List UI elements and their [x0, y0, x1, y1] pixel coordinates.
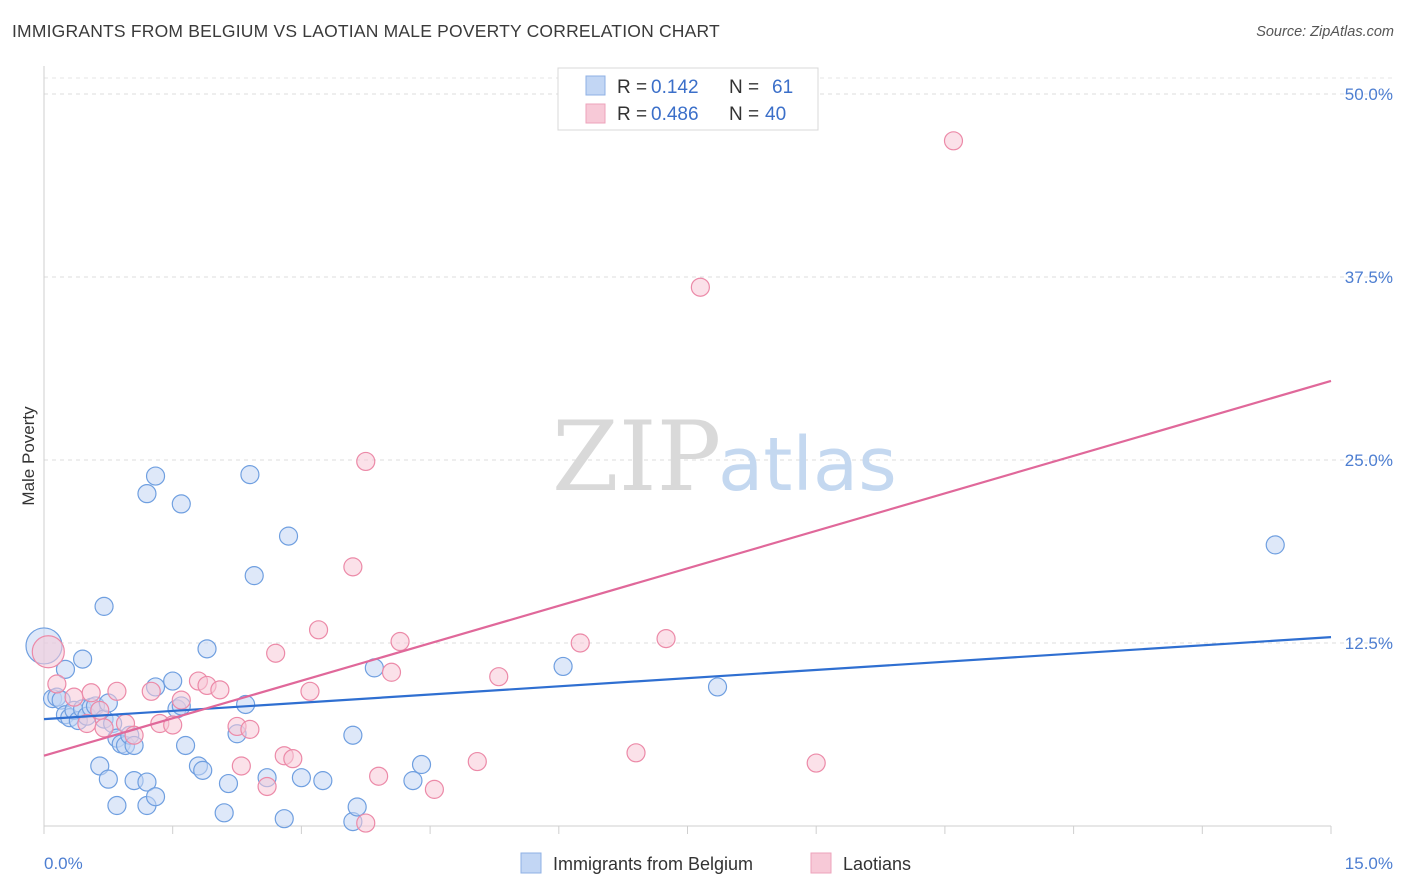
- y-tick-label-3: 50.0%: [1345, 85, 1393, 104]
- y-tick-label-2: 37.5%: [1345, 268, 1393, 287]
- point-belgium-56: [403, 771, 423, 791]
- point-belgium-41: [218, 773, 239, 794]
- point-laotians-1: [47, 674, 67, 694]
- point-belgium-35: [137, 484, 157, 504]
- point-laotians-19: [240, 719, 260, 739]
- point-belgium-25: [107, 795, 127, 816]
- point-belgium-31: [163, 671, 183, 691]
- point-belgium-59: [707, 677, 728, 697]
- point-laotians-39: [806, 753, 826, 773]
- bottom-legend-label-laotians: Laotians: [843, 854, 911, 874]
- point-belgium-44: [236, 694, 256, 715]
- point-laotians-30: [381, 662, 402, 682]
- point-belgium-58: [553, 656, 573, 677]
- trend-line-laotians: [43, 379, 1332, 757]
- point-laotians-10: [141, 681, 161, 701]
- point-belgium-27: [137, 772, 157, 792]
- legend-swatch-belgium: [585, 75, 606, 96]
- trend-line-belgium: [43, 636, 1332, 721]
- point-laotians-20: [257, 776, 277, 797]
- point-belgium-36: [145, 466, 166, 486]
- point-laotians-21: [266, 643, 286, 663]
- legend-r-value-1: 0.142: [651, 77, 699, 98]
- point-belgium-48: [274, 809, 294, 829]
- data-points: [25, 131, 1285, 833]
- legend-r-value-2: 0.486: [651, 104, 699, 125]
- x-tick-min: 0.0%: [44, 854, 83, 873]
- point-laotians-28: [356, 813, 376, 833]
- point-laotians-18: [231, 756, 251, 776]
- point-belgium-57: [411, 754, 432, 775]
- bottom-legend-swatch-laotians: [810, 852, 832, 874]
- point-laotians-35: [570, 633, 590, 653]
- legend-box: R = 0.142 N = 61 R = 0.486 N = 40: [557, 67, 819, 131]
- point-laotians-40: [943, 131, 964, 151]
- source-credit: Source: ZipAtlas.com: [1256, 24, 1394, 40]
- point-laotians-13: [171, 690, 191, 710]
- legend-n-label-2: N =: [729, 104, 759, 125]
- point-belgium-54: [347, 797, 367, 817]
- bottom-legend-swatch-belgium: [520, 852, 542, 874]
- point-laotians-27: [356, 451, 376, 472]
- point-belgium-22: [94, 596, 114, 616]
- y-tick-labels: 12.5% 25.0% 37.5% 50.0%: [1345, 85, 1393, 653]
- point-laotians-26: [343, 557, 363, 577]
- legend-r-label-2: R =: [617, 104, 647, 125]
- bottom-legend-label-belgium: Immigrants from Belgium: [553, 854, 753, 874]
- point-laotians-32: [424, 779, 444, 799]
- point-laotians-34: [489, 667, 509, 687]
- x-tick-max: 15.0%: [1345, 854, 1393, 873]
- point-belgium-43: [214, 803, 234, 823]
- watermark-atlas: atlas: [718, 422, 897, 508]
- point-belgium-21: [73, 649, 93, 669]
- point-laotians-0: [31, 635, 65, 669]
- point-laotians-38: [690, 277, 710, 297]
- point-laotians-36: [626, 743, 646, 763]
- legend-swatch-laotians: [585, 103, 606, 124]
- point-belgium-50: [291, 768, 311, 788]
- point-laotians-23: [283, 749, 303, 769]
- point-laotians-4: [81, 683, 101, 703]
- chart-title: IMMIGRANTS FROM BELGIUM VS LAOTIAN MALE …: [12, 21, 720, 41]
- point-laotians-6: [94, 718, 114, 738]
- legend-n-value-1: 61: [772, 77, 793, 98]
- point-laotians-16: [210, 680, 230, 700]
- point-belgium-46: [244, 566, 264, 586]
- point-laotians-37: [656, 628, 676, 649]
- point-belgium-60: [1265, 535, 1285, 555]
- legend-n-value-2: 40: [765, 104, 786, 125]
- point-laotians-24: [300, 681, 320, 701]
- bottom-legend: Immigrants from Belgium Laotians: [520, 852, 911, 874]
- trend-lines: [43, 379, 1332, 757]
- point-belgium-20: [55, 659, 76, 679]
- legend-n-label-1: N =: [729, 77, 759, 98]
- point-belgium-51: [313, 771, 333, 791]
- point-belgium-52: [343, 725, 363, 745]
- y-axis-label: Male Poverty: [19, 406, 38, 506]
- point-belgium-34: [175, 735, 196, 756]
- point-laotians-2: [64, 687, 84, 707]
- point-laotians-7: [107, 681, 127, 701]
- point-laotians-33: [467, 751, 487, 772]
- point-belgium-39: [193, 760, 213, 780]
- point-laotians-29: [369, 766, 389, 786]
- point-belgium-24: [98, 769, 118, 789]
- point-laotians-25: [308, 620, 329, 640]
- point-belgium-29: [145, 787, 166, 807]
- y-tick-label-0: 12.5%: [1345, 634, 1393, 653]
- watermark-zip: ZIP: [552, 401, 721, 513]
- legend-r-label-1: R =: [617, 77, 647, 98]
- y-tick-label-1: 25.0%: [1345, 451, 1393, 470]
- point-laotians-31: [390, 631, 410, 652]
- point-belgium-40: [197, 639, 217, 659]
- point-belgium-37: [171, 494, 191, 514]
- point-belgium-49: [278, 526, 299, 546]
- point-belgium-45: [240, 465, 260, 485]
